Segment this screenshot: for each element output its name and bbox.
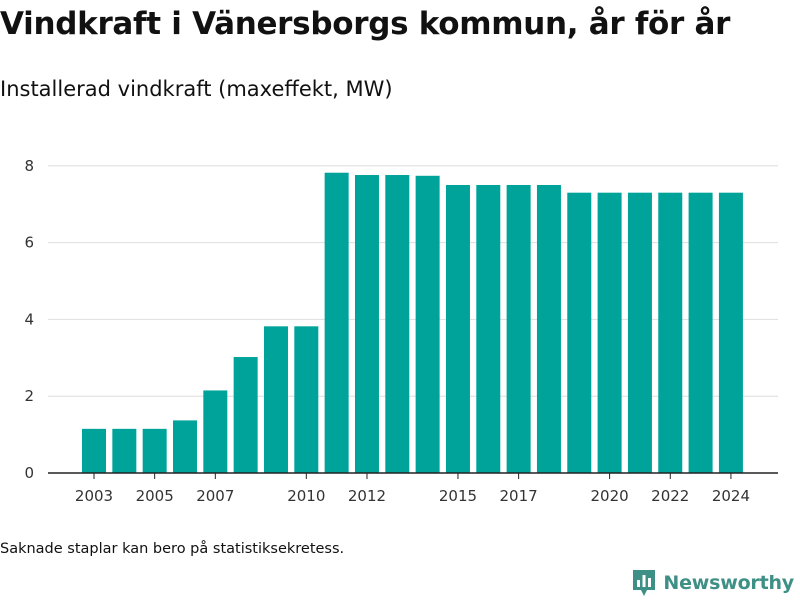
brand-name: Newsworthy bbox=[663, 572, 794, 594]
bar bbox=[597, 192, 622, 473]
chart-title: Vindkraft i Vänersborgs kommun, år för å… bbox=[0, 6, 731, 42]
bar-chart: 0 2 4 6 8 2003 2005 2007 2010 2012 2015 2017 2020 202… bbox=[24, 157, 778, 505]
bar bbox=[294, 326, 319, 473]
bar bbox=[263, 326, 288, 473]
x-tick-label: 2020 bbox=[591, 487, 629, 505]
bar bbox=[445, 185, 470, 473]
y-tick-label: 6 bbox=[24, 234, 34, 252]
y-tick-label: 8 bbox=[24, 157, 34, 175]
bar bbox=[627, 192, 652, 473]
chart-subtitle: Installerad vindkraft (maxeffekt, MW) bbox=[0, 77, 393, 101]
newsworthy-logo-icon bbox=[633, 570, 656, 596]
brand: Newsworthy bbox=[631, 568, 794, 598]
bar bbox=[536, 185, 561, 473]
x-tick-label: 2022 bbox=[651, 487, 689, 505]
bar bbox=[203, 390, 228, 473]
bar bbox=[112, 428, 137, 473]
bar bbox=[567, 192, 592, 473]
x-tick-label: 2024 bbox=[712, 487, 750, 505]
bar bbox=[354, 175, 379, 473]
x-tick-label: 2012 bbox=[348, 487, 386, 505]
bar bbox=[718, 192, 743, 473]
bar bbox=[142, 428, 167, 473]
axes: 0 2 4 6 8 2003 2005 2007 2010 2012 2015 2017 2020 202… bbox=[24, 157, 778, 505]
y-tick-label: 4 bbox=[24, 310, 34, 328]
bar bbox=[82, 428, 106, 473]
x-tick-label: 2003 bbox=[75, 487, 113, 505]
bar bbox=[172, 420, 197, 473]
bars bbox=[82, 172, 743, 473]
bar bbox=[688, 192, 713, 473]
x-tick-label: 2005 bbox=[136, 487, 174, 505]
bar bbox=[506, 185, 531, 473]
x-tick-label: 2010 bbox=[287, 487, 325, 505]
bar bbox=[415, 175, 440, 473]
grid-lines bbox=[48, 165, 778, 397]
bar bbox=[233, 357, 258, 473]
footnote: Saknade staplar kan bero på statistiksek… bbox=[0, 541, 345, 557]
bar bbox=[476, 185, 501, 473]
bar bbox=[658, 192, 683, 473]
y-tick-label: 2 bbox=[24, 387, 34, 405]
y-tick-label: 0 bbox=[24, 464, 34, 482]
x-tick-label: 2017 bbox=[500, 487, 538, 505]
x-tick-label: 2007 bbox=[196, 487, 234, 505]
bar bbox=[324, 172, 349, 473]
x-tick-label: 2015 bbox=[439, 487, 477, 505]
bar bbox=[385, 175, 410, 473]
